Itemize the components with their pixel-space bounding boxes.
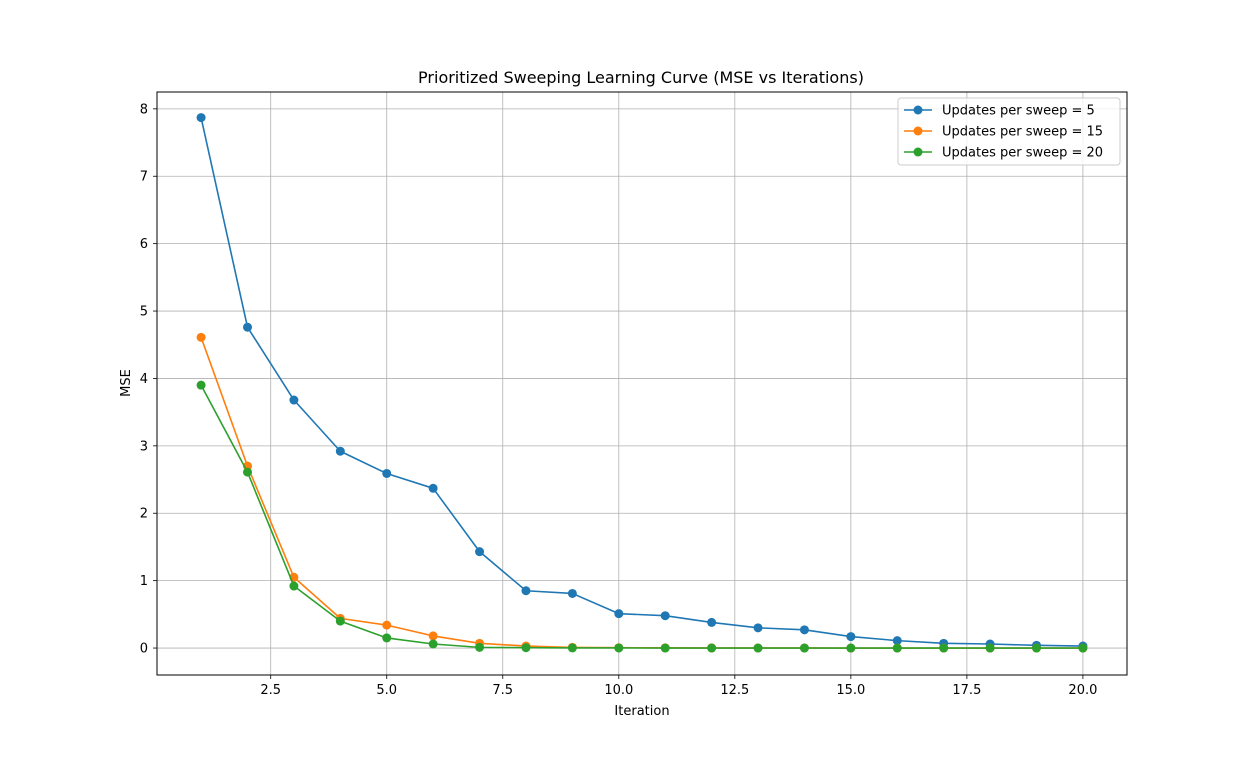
x-tick-label: 5.0 [376, 683, 397, 698]
legend: Updates per sweep = 5 Updates per sweep =… [897, 97, 1121, 166]
data-point [939, 643, 949, 653]
data-point [567, 588, 577, 598]
data-point [846, 632, 856, 642]
data-point [289, 395, 299, 405]
data-point [660, 611, 670, 621]
axes-frame [156, 91, 1128, 676]
data-point [753, 643, 763, 653]
data-point [521, 643, 531, 653]
legend-entry: Updates per sweep = 5 [904, 104, 1095, 119]
legend-marker [913, 105, 923, 115]
x-tick-label: 12.5 [720, 683, 749, 698]
data-point [846, 643, 856, 653]
y-tick-label: 6 [140, 237, 148, 252]
data-point [243, 322, 253, 332]
data-point [335, 446, 345, 456]
data-point [707, 617, 717, 627]
series-line [200, 117, 1083, 647]
x-tick-label: 15.0 [836, 683, 865, 698]
chart-title: Prioritized Sweeping Learning Curve (MSE… [418, 68, 864, 87]
x-tick-label: 2.5 [260, 683, 281, 698]
y-tick-label: 7 [140, 170, 148, 185]
data-point [428, 631, 438, 641]
data-point [985, 643, 995, 653]
data-point [196, 380, 206, 390]
legend-label: Updates per sweep = 15 [942, 125, 1103, 140]
y-tick-label: 1 [140, 574, 148, 589]
data-point [753, 623, 763, 633]
data-point [289, 581, 299, 591]
y-tick-label: 0 [140, 642, 148, 657]
series-group [196, 380, 1088, 653]
x-axis-ticks: 2.5 5.0 7.5 10.0 12.5 15.0 17.5 20.0 [260, 675, 1097, 698]
legend-label: Updates per sweep = 5 [942, 104, 1095, 119]
x-tick-label: 20.0 [1068, 683, 1097, 698]
legend-entry: Updates per sweep = 20 [904, 146, 1103, 161]
data-point [1031, 643, 1041, 653]
grid [157, 92, 1127, 675]
legend-entry: Updates per sweep = 15 [904, 125, 1103, 140]
y-tick-label: 8 [140, 102, 148, 117]
data-point [335, 616, 345, 626]
y-tick-label: 4 [140, 372, 148, 387]
y-tick-label: 3 [140, 439, 148, 454]
data-point [382, 633, 392, 643]
x-tick-label: 17.5 [952, 683, 981, 698]
data-point [892, 643, 902, 653]
x-tick-label: 10.0 [604, 683, 633, 698]
legend-box [897, 97, 1121, 166]
data-point [196, 332, 206, 342]
data-point [799, 625, 809, 635]
legend-marker [913, 147, 923, 157]
data-point [1078, 643, 1088, 653]
data-point [428, 639, 438, 649]
y-tick-label: 5 [140, 305, 148, 320]
y-axis-ticks: 0 1 2 3 4 5 6 7 8 [140, 102, 157, 657]
data-point [428, 483, 438, 493]
y-axis-label: MSE [119, 369, 134, 397]
series-line [200, 384, 1083, 649]
data-point [382, 620, 392, 630]
data-point [475, 642, 485, 652]
data-point [799, 643, 809, 653]
legend-label: Updates per sweep = 20 [942, 146, 1103, 161]
data-point [660, 643, 670, 653]
data-point [707, 643, 717, 653]
data-point [892, 636, 902, 646]
data-point [614, 609, 624, 619]
series-layer [196, 113, 1088, 653]
data-point [243, 467, 253, 477]
x-tick-label: 7.5 [492, 683, 513, 698]
legend-marker [913, 126, 923, 136]
y-tick-label: 2 [140, 507, 148, 522]
data-point [567, 643, 577, 653]
data-point [196, 113, 206, 123]
x-axis-label: Iteration [614, 704, 669, 719]
data-point [521, 586, 531, 596]
data-point [382, 468, 392, 478]
data-point [475, 547, 485, 557]
data-point [614, 643, 624, 653]
legend-entries: Updates per sweep = 5 Updates per sweep =… [904, 104, 1103, 161]
